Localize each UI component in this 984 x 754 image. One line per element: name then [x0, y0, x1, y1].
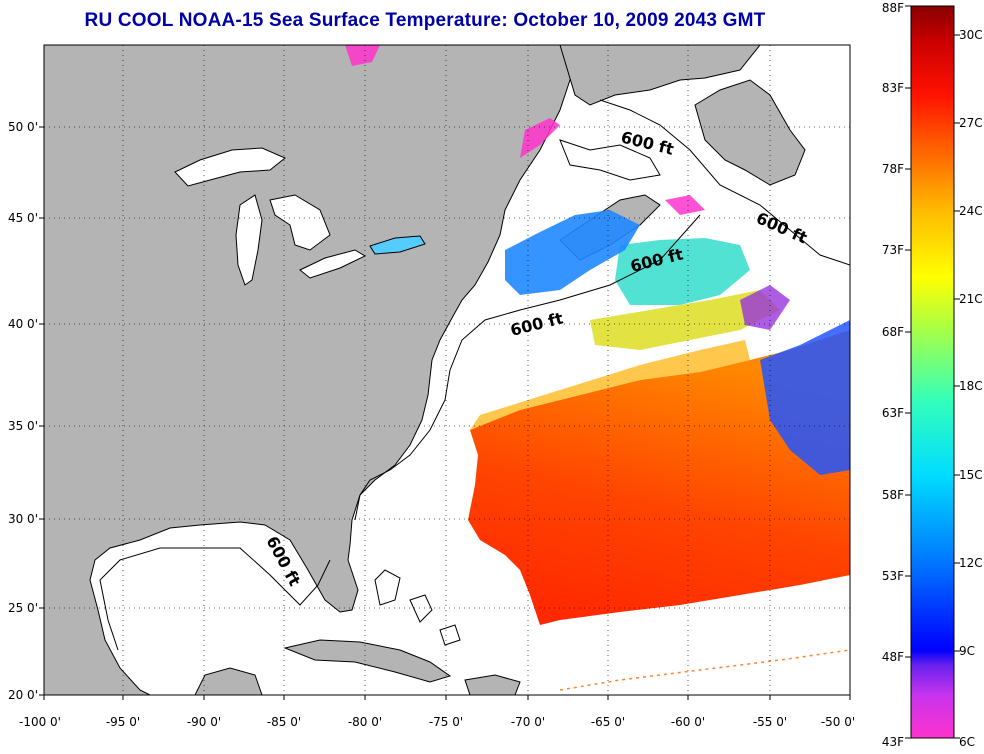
lat-label: 20 0' [8, 688, 38, 702]
c-label: 15C [959, 468, 983, 482]
sst-cold-gulf-of-maine [505, 210, 640, 295]
lon-label: -100 0' [19, 715, 61, 729]
c-label: 9C [959, 644, 975, 658]
lat-label: 40 0' [8, 317, 38, 331]
lon-label: -50 0' [821, 715, 855, 729]
f-label: 63F [882, 406, 904, 420]
lon-label: -60 0' [671, 715, 705, 729]
land-newfoundland [694, 79, 806, 186]
c-label: 12C [959, 556, 983, 570]
f-label: 43F [882, 735, 904, 749]
lat-label: 25 0' [8, 601, 38, 615]
f-label: 88F [882, 1, 904, 15]
lake-superior [174, 147, 286, 187]
latitude-labels: 20 0' 25 0' 30 0' 35 0' 40 0' 45 0' 50 0… [8, 120, 38, 702]
f-label: 83F [882, 81, 904, 95]
graticule [44, 45, 850, 695]
sst-violet-patch [740, 285, 790, 330]
map-frame [43, 44, 851, 696]
sst-cool-shelf [615, 238, 750, 305]
isobath-600ft [99, 99, 850, 651]
c-label: 21C [959, 292, 983, 306]
f-label: 73F [882, 243, 904, 257]
lat-label: 50 0' [8, 120, 38, 134]
sst-magenta-patch [345, 45, 705, 215]
axis-ticks [39, 126, 851, 700]
land-labrador [559, 45, 761, 106]
land-bahamas [374, 569, 461, 646]
f-label: 68F [882, 325, 904, 339]
lon-label: -55 0' [753, 715, 787, 729]
lon-label: -80 0' [348, 715, 382, 729]
f-label: 58F [882, 488, 904, 502]
longitude-labels: -100 0' -95 0' -90 0' -85 0' -80 0' -75 … [19, 715, 855, 729]
land-yucatan [194, 667, 263, 695]
sst-cold-east [760, 320, 850, 475]
lon-label: -85 0' [267, 715, 301, 729]
lat-label: 45 0' [8, 211, 38, 225]
hudson-bay-edge [559, 139, 661, 181]
c-label: 24C [959, 204, 983, 218]
lon-label: -95 0' [106, 715, 140, 729]
lon-label: -70 0' [511, 715, 545, 729]
lon-label: -65 0' [591, 715, 625, 729]
c-label: 30C [959, 28, 983, 42]
lat-label: 30 0' [8, 512, 38, 526]
land-north-america [44, 45, 601, 695]
colorbar-scale [910, 5, 955, 739]
land-hispaniola [464, 674, 521, 695]
colorbar: 88F 83F 78F 73F 68F 63F 58F 53F 48F 43F … [882, 1, 983, 749]
sst-yellow-band [590, 290, 780, 350]
c-label: 6C [959, 735, 975, 749]
sst-warm-region [468, 330, 850, 625]
c-label: 18C [959, 379, 983, 393]
lon-label: -90 0' [187, 715, 221, 729]
colorbar-fahrenheit-labels: 88F 83F 78F 73F 68F 63F 58F 53F 48F 43F [882, 1, 904, 749]
lon-label: -75 0' [429, 715, 463, 729]
sst-caribbean-streaks [559, 649, 850, 691]
lake-ontario [369, 235, 426, 255]
sst-gulfstream-edge [470, 340, 750, 430]
c-label: 27C [959, 116, 983, 130]
f-label: 48F [882, 650, 904, 664]
lake-michigan [235, 194, 263, 286]
sst-data-layer [345, 45, 850, 691]
map-title: RU COOL NOAA-15 Sea Surface Temperature:… [84, 10, 766, 31]
f-label: 78F [882, 162, 904, 176]
lat-label: 35 0' [8, 419, 38, 433]
colorbar-ticks [905, 5, 960, 739]
colorbar-celsius-labels: 30C 27C 24C 21C 18C 15C 12C 9C 6C [959, 28, 983, 749]
f-label: 53F [882, 569, 904, 583]
land-cuba [283, 639, 452, 683]
